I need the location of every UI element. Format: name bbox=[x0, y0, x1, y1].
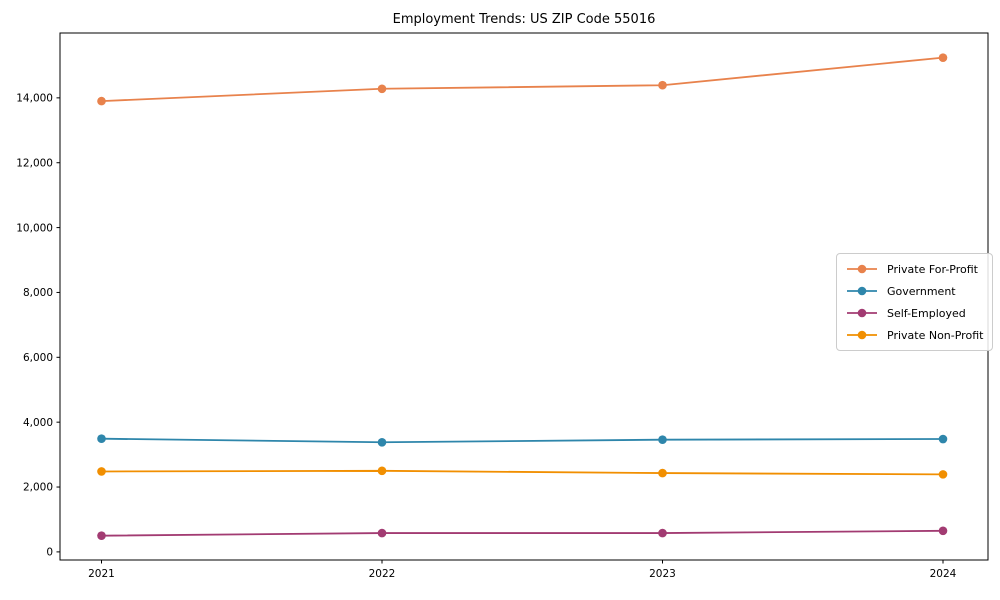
y-tick-label: 14,000 bbox=[16, 93, 53, 105]
data-point-private-for-profit-2021 bbox=[97, 96, 106, 106]
data-point-private-non-profit-2024 bbox=[938, 470, 948, 479]
data-point-self-employed-2023 bbox=[658, 528, 667, 538]
x-tick-label-2024: 2024 bbox=[930, 568, 957, 580]
legend-label: Private For-Profit bbox=[887, 262, 978, 276]
x-tick-label-2023: 2023 bbox=[649, 568, 676, 580]
x-tick-label-2022: 2022 bbox=[369, 568, 396, 580]
series-line-private-non-profit bbox=[100, 469, 944, 476]
y-tick-label: 4,000 bbox=[23, 417, 53, 429]
legend-label: Government bbox=[887, 284, 956, 298]
legend-swatch-self-employed bbox=[847, 308, 877, 318]
y-tick-label: 2,000 bbox=[23, 482, 53, 494]
series-line-private-for-profit bbox=[100, 56, 944, 103]
legend-item-private-non-profit: Private Non-Profit bbox=[846, 324, 992, 346]
legend-item-private-for-profit: Private For-Profit bbox=[846, 258, 992, 280]
legend-swatch-private-non-profit bbox=[847, 330, 877, 340]
data-point-private-for-profit-2022 bbox=[377, 84, 387, 94]
data-point-private-for-profit-2024 bbox=[938, 53, 948, 62]
legend-box: Private For-Profit Government Self-Employe… bbox=[836, 253, 993, 351]
data-point-private-non-profit-2021 bbox=[97, 467, 106, 476]
legend-swatch-private-for-profit bbox=[847, 264, 877, 274]
data-point-private-for-profit-2023 bbox=[658, 80, 667, 90]
chart-title: Employment Trends: US ZIP Code 55016 bbox=[393, 12, 656, 27]
data-point-government-2021 bbox=[97, 434, 106, 444]
series-line-self-employed bbox=[100, 529, 944, 537]
x-tick-label-2021: 2021 bbox=[88, 568, 115, 580]
y-tick-label: 6,000 bbox=[23, 352, 53, 364]
legend-label: Self-Employed bbox=[887, 306, 966, 320]
series-line-government bbox=[100, 437, 944, 444]
data-point-government-2022 bbox=[377, 437, 387, 447]
y-tick-label: 12,000 bbox=[16, 157, 53, 169]
data-point-self-employed-2021 bbox=[97, 531, 106, 540]
legend-label: Private Non-Profit bbox=[887, 328, 984, 342]
y-tick-label: 10,000 bbox=[16, 222, 53, 234]
legend-item-self-employed: Self-Employed bbox=[846, 302, 992, 324]
data-point-self-employed-2022 bbox=[377, 528, 387, 538]
data-point-self-employed-2024 bbox=[938, 526, 948, 536]
y-tick-label: 0 bbox=[46, 547, 53, 559]
y-tick-label: 8,000 bbox=[23, 287, 53, 299]
data-point-government-2023 bbox=[658, 435, 667, 444]
legend-item-government: Government bbox=[846, 280, 992, 302]
data-point-government-2024 bbox=[938, 434, 948, 444]
data-point-private-non-profit-2022 bbox=[377, 466, 387, 476]
legend-swatch-government bbox=[847, 286, 877, 296]
data-point-private-non-profit-2023 bbox=[658, 468, 667, 478]
